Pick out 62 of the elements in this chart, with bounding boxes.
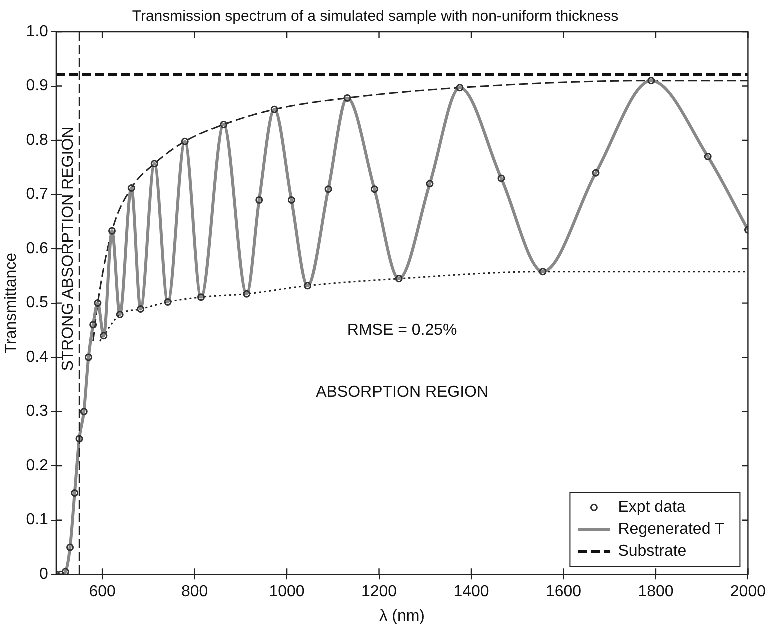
annotation: ABSORPTION REGION bbox=[316, 384, 489, 402]
point bbox=[84, 354, 92, 362]
point bbox=[198, 294, 205, 302]
y-tick-label: 0.4 bbox=[26, 348, 49, 366]
point bbox=[90, 321, 98, 329]
point bbox=[426, 180, 434, 188]
point bbox=[108, 227, 116, 235]
point bbox=[220, 121, 228, 129]
point bbox=[288, 196, 296, 204]
x-tick-label: 800 bbox=[181, 584, 208, 601]
point bbox=[270, 106, 278, 114]
legend-label: Expt data bbox=[618, 499, 686, 516]
point bbox=[243, 290, 251, 298]
ref-line-label: STRONG ABSORPTION REGION bbox=[60, 126, 77, 372]
x-axis-title: λ (nm) bbox=[380, 608, 425, 625]
point bbox=[456, 84, 464, 92]
point bbox=[94, 300, 102, 308]
point bbox=[128, 184, 136, 192]
point bbox=[256, 196, 264, 204]
point bbox=[395, 275, 403, 283]
point bbox=[370, 186, 378, 194]
point bbox=[164, 298, 172, 306]
x-tick-label: 1800 bbox=[638, 584, 674, 601]
point bbox=[137, 306, 145, 314]
point bbox=[100, 332, 108, 340]
point bbox=[150, 160, 158, 168]
y-tick-label: 0.1 bbox=[26, 512, 49, 529]
y-tick-label: 0.7 bbox=[26, 186, 49, 204]
x-tick-label: 1600 bbox=[546, 584, 582, 601]
point bbox=[66, 544, 74, 552]
point bbox=[344, 94, 352, 102]
point bbox=[498, 174, 506, 182]
x-tick-label: 1400 bbox=[454, 584, 490, 601]
point bbox=[181, 138, 189, 146]
x-tick-label: 2000 bbox=[730, 584, 766, 601]
y-tick-label: 0.2 bbox=[26, 457, 49, 474]
x-tick-label: 1000 bbox=[269, 584, 305, 601]
point bbox=[704, 153, 712, 161]
point bbox=[592, 169, 600, 177]
point bbox=[76, 435, 84, 443]
y-tick-label: 0.5 bbox=[26, 294, 49, 312]
chart-title: Transmission spectrum of a simulated sample with non-uniform thickness bbox=[132, 8, 619, 26]
y-tick-label: 0.9 bbox=[26, 78, 49, 95]
point bbox=[62, 568, 70, 575]
annotation: RMSE = 0.25% bbox=[347, 322, 458, 339]
point bbox=[80, 408, 88, 416]
point bbox=[116, 310, 124, 318]
y-axis-title: Transmittance bbox=[3, 252, 20, 354]
point bbox=[539, 268, 547, 276]
point bbox=[71, 489, 79, 497]
x-tick-label: 600 bbox=[89, 584, 116, 601]
y-tick-label: 1.0 bbox=[26, 23, 49, 40]
point bbox=[324, 186, 332, 194]
x-tick-label: 1200 bbox=[361, 584, 398, 601]
y-tick-label: 0.3 bbox=[26, 403, 49, 420]
y-tick-label: 0.8 bbox=[26, 132, 49, 149]
y-tick-label: 0.6 bbox=[26, 240, 49, 258]
point bbox=[648, 77, 656, 85]
legend-label: Substrate bbox=[618, 543, 687, 560]
legend-label: Regenerated T bbox=[618, 521, 725, 538]
y-tick-label: 0 bbox=[40, 566, 49, 584]
point bbox=[304, 282, 312, 290]
